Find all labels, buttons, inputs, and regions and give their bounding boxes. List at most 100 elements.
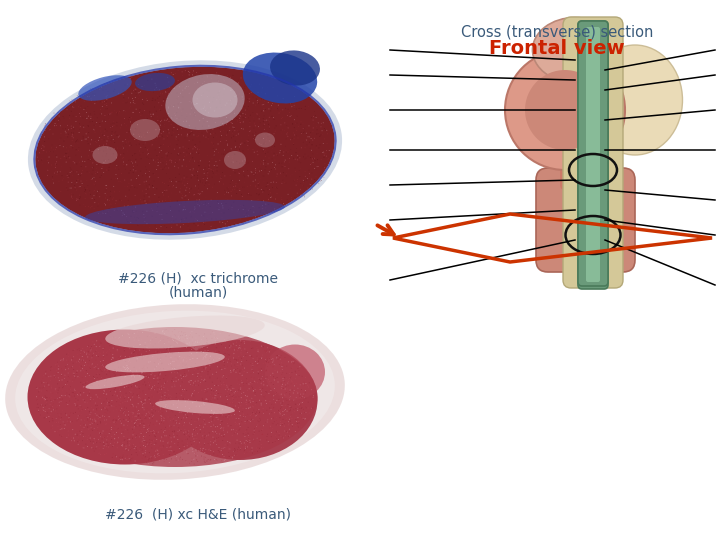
Point [86,417,98,426]
Point [56,432,68,441]
Point [32,396,43,405]
Point [73,435,85,444]
Point [76,181,88,190]
Point [207,85,218,94]
Point [185,362,197,371]
Point [189,216,201,225]
Point [121,404,132,413]
Point [126,159,138,167]
Point [138,443,149,452]
Point [63,357,74,366]
Point [90,177,102,186]
Point [121,122,132,130]
Point [247,368,258,376]
Point [149,374,161,383]
Point [76,176,88,185]
Point [43,153,55,161]
Point [163,125,174,134]
Point [207,392,219,401]
Point [256,118,267,126]
Point [220,101,232,110]
Point [163,83,175,91]
Point [60,157,72,166]
Point [207,139,218,147]
Point [214,97,225,105]
Point [275,140,287,149]
Point [82,403,94,412]
Point [210,455,222,464]
Point [188,219,199,228]
Point [50,428,62,437]
Point [199,458,211,467]
Point [94,190,105,199]
Point [146,383,158,391]
Point [86,354,98,362]
Point [126,455,138,463]
Point [155,357,166,366]
Point [82,122,94,131]
Point [88,439,99,448]
Point [46,140,58,149]
Point [263,97,274,105]
Point [275,403,287,411]
Point [252,445,264,454]
Point [152,84,163,92]
Point [235,110,247,119]
Point [292,419,303,428]
Point [155,384,166,393]
Point [215,120,226,129]
Point [156,132,168,140]
Point [127,165,139,173]
Point [284,398,296,407]
Point [281,395,292,403]
Point [233,419,245,428]
Point [212,386,224,394]
Point [236,124,248,133]
Point [243,77,255,86]
Point [199,181,210,190]
Point [160,402,171,410]
Point [122,193,133,202]
Point [141,96,153,105]
Point [143,384,155,393]
Point [157,432,168,441]
Point [69,181,81,190]
Point [66,165,77,173]
Point [160,345,171,353]
Point [182,113,194,122]
Point [211,103,222,112]
Point [315,119,327,127]
Point [238,100,249,109]
Point [301,130,312,139]
Point [66,191,77,200]
Point [288,396,300,404]
Point [219,361,230,369]
Point [256,372,268,381]
Point [289,167,301,176]
Point [96,406,107,414]
Point [264,377,276,386]
Point [82,347,94,355]
Point [100,431,112,440]
Point [286,102,297,111]
Point [34,144,45,153]
Point [279,384,291,393]
Point [199,217,210,225]
Point [67,369,78,377]
Point [277,374,289,383]
Point [156,333,167,342]
Point [114,414,125,423]
Point [185,330,197,339]
Point [189,171,200,180]
Point [302,383,314,391]
Point [278,397,289,406]
Point [145,410,157,418]
Point [287,420,298,429]
Point [269,409,281,417]
Point [246,199,257,207]
Point [62,133,73,141]
Point [47,424,58,433]
Point [256,401,267,409]
Point [63,147,74,156]
Point [261,182,272,191]
